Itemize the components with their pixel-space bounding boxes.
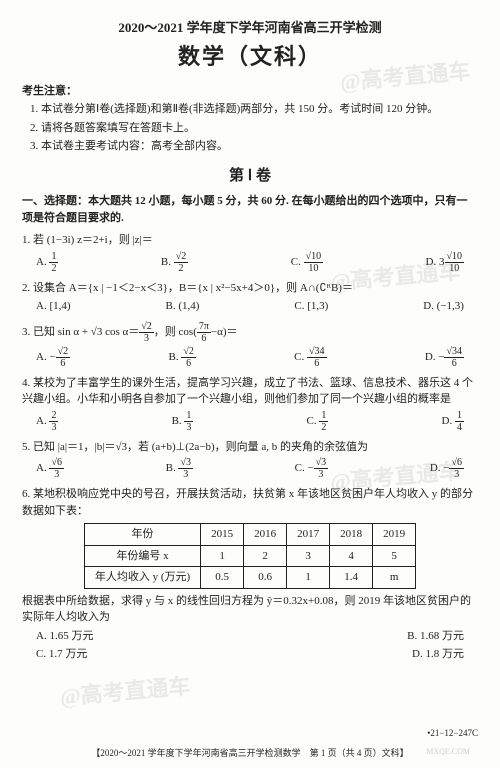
footer-code: •21−12−247C xyxy=(427,727,478,741)
q5-opt-b: B. √33 xyxy=(166,457,193,480)
q4-stem: 4. 某校为了丰富学生的课外生活，提高学习兴趣，成立了书法、篮球、信息技术、器乐… xyxy=(22,375,478,408)
question-6: 6. 某地积极响应党中央的号召，开展扶贫活动，扶贫第 x 年该地区贫困户年人均收… xyxy=(22,486,478,663)
question-1: 1. 若 (1−3i) z＝2+i，则 |z|＝ A. 12 B. √22 C.… xyxy=(22,232,478,274)
q4-opt-c: C. 12 xyxy=(307,410,329,433)
q6-post: 根据表中所给数据，求得 y 与 x 的线性回归方程为 ŷ＝0.32x+0.08，… xyxy=(22,593,478,626)
exam-page: @高考直通车 @高考直通车 @高考直通车 @高考直通车 2020～2021 学年… xyxy=(0,0,500,768)
q4-opt-d: D. 14 xyxy=(442,410,464,433)
q4-opt-a: A. 23 xyxy=(36,410,58,433)
q2-stem: 2. 设集合 A＝{x | −1＜2−x＜3}，B＝{x | x²−5x+4＞0… xyxy=(22,280,478,297)
notice-title: 考生注意： xyxy=(22,83,478,100)
title-main: 数学（文科） xyxy=(22,40,478,73)
q6-stem: 6. 某地积极响应党中央的号召，开展扶贫活动，扶贫第 x 年该地区贫困户年人均收… xyxy=(22,486,478,519)
section-instruction: 一、选择题：本大题共 12 小题，每小题 5 分，共 60 分. 在每小题给出的… xyxy=(22,193,478,226)
q4-opt-b: B. 13 xyxy=(172,410,194,433)
q6-table: 年份20152016201720182019 年份编号 x12345 年人均收入… xyxy=(84,523,416,589)
q1-opt-d: D. 3√1010 xyxy=(426,251,464,274)
q1-opt-c: C. √1010 xyxy=(291,251,323,274)
question-3: 3. 已知 sin α + √3 cos α＝√23，则 cos(7π6−α)＝… xyxy=(22,321,478,369)
q6-opt-c: C. 1.7 万元 xyxy=(36,646,87,663)
q5-stem: 5. 已知 |a|＝1，|b|＝√3，若 (a+b)⊥(2a−b)，则向量 a,… xyxy=(22,439,478,456)
notice-3: 3. 本试卷主要考试内容：高考全部内容。 xyxy=(30,138,478,155)
q3-opt-d: D. −√346 xyxy=(425,346,464,369)
q5-opt-d: D. −√63 xyxy=(430,457,464,480)
q5-opt-a: A. √63 xyxy=(36,457,64,480)
q3-stem: 3. 已知 sin α + √3 cos α＝√23，则 cos(7π6−α)＝ xyxy=(22,321,478,344)
notice-1: 1. 本试卷分第Ⅰ卷(选择题)和第Ⅱ卷(非选择题)两部分，共 150 分。考试时… xyxy=(30,101,478,118)
q3-opt-a: A. −√26 xyxy=(36,346,70,369)
q6-opt-b: B. 1.68 万元 xyxy=(407,628,464,645)
notice-2: 2. 请将各题答案填写在答题卡上。 xyxy=(30,120,478,137)
q2-opt-c: C. [1,3) xyxy=(294,298,328,315)
q6-opt-a: A. 1.65 万元 xyxy=(36,628,93,645)
q1-opt-a: A. 12 xyxy=(36,251,58,274)
q2-opt-d: D. (−1,3) xyxy=(423,298,464,315)
q2-opt-b: B. (1,4) xyxy=(165,298,199,315)
q1-stem: 1. 若 (1−3i) z＝2+i，则 |z|＝ xyxy=(22,232,478,249)
question-4: 4. 某校为了丰富学生的课外生活，提高学习兴趣，成立了书法、篮球、信息技术、器乐… xyxy=(22,375,478,433)
question-2: 2. 设集合 A＝{x | −1＜2−x＜3}，B＝{x | x²−5x+4＞0… xyxy=(22,280,478,315)
header-line: 2020～2021 学年度下学年河南省高三开学检测 xyxy=(22,18,478,38)
q3-opt-b: B. √26 xyxy=(168,346,195,369)
q2-opt-a: A. [1,4) xyxy=(36,298,71,315)
section-title: 第 Ⅰ 卷 xyxy=(22,165,478,188)
q6-opt-d: D. 1.8 万元 xyxy=(412,646,464,663)
footer: 【2020～2021 学年度下学年河南省高三开学检测数学 第 1 页（共 4 页… xyxy=(0,747,500,761)
watermark: @高考直通车 xyxy=(59,669,192,713)
site-watermark: MXQE.COM xyxy=(426,746,470,758)
question-5: 5. 已知 |a|＝1，|b|＝√3，若 (a+b)⊥(2a−b)，则向量 a,… xyxy=(22,439,478,481)
q1-opt-b: B. √22 xyxy=(161,251,188,274)
q5-opt-c: C. −√33 xyxy=(295,457,329,480)
q3-opt-c: C. √346 xyxy=(294,346,326,369)
